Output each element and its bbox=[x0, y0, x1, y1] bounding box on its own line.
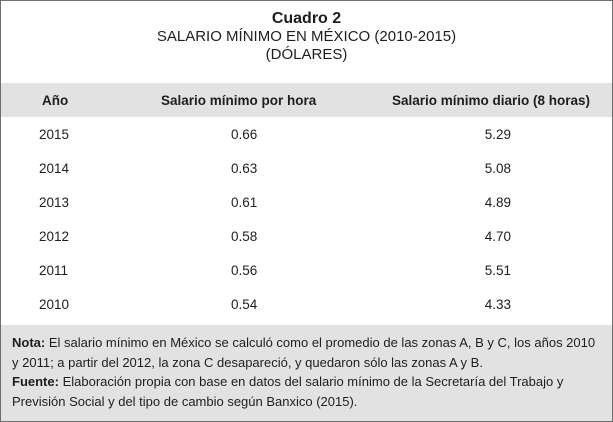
table-subtitle: SALARIO MÍNIMO EN MÉXICO (2010-2015) bbox=[156, 28, 457, 45]
note-label: Nota: bbox=[12, 335, 46, 350]
column-header-year: Año bbox=[42, 92, 69, 108]
source-text: Elaboración propia con base en datos del… bbox=[12, 374, 564, 409]
cell-hourly-wage: 0.63 bbox=[231, 160, 258, 176]
table-row: 2011 0.56 5.51 bbox=[1, 253, 612, 287]
table-caption: Cuadro 2 SALARIO MÍNIMO EN MÉXICO (2010-… bbox=[1, 10, 612, 64]
table-row: 2012 0.58 4.70 bbox=[1, 219, 612, 253]
note-text: El salario mínimo en México se calculó c… bbox=[12, 335, 596, 370]
table-row: 2014 0.63 5.08 bbox=[1, 151, 612, 185]
cell-hourly-wage: 0.66 bbox=[231, 126, 258, 142]
note-paragraph: Nota: El salario mínimo en México se cal… bbox=[12, 333, 602, 372]
cell-daily-wage: 4.33 bbox=[484, 296, 511, 312]
cell-year: 2010 bbox=[39, 296, 70, 312]
cell-hourly-wage: 0.61 bbox=[231, 194, 258, 210]
source-label: Fuente: bbox=[12, 374, 59, 389]
cell-daily-wage: 5.08 bbox=[484, 160, 511, 176]
table-row: 2013 0.61 4.89 bbox=[1, 185, 612, 219]
cell-year: 2014 bbox=[39, 160, 70, 176]
cell-hourly-wage: 0.54 bbox=[231, 296, 258, 312]
cell-year: 2011 bbox=[39, 262, 69, 278]
table-row: 2015 0.66 5.29 bbox=[1, 117, 612, 151]
cell-daily-wage: 4.89 bbox=[484, 194, 511, 210]
table-title: Cuadro 2 bbox=[271, 10, 342, 27]
cell-year: 2012 bbox=[39, 228, 70, 244]
cell-year: 2013 bbox=[39, 194, 70, 210]
column-header-hourly: Salario mínimo por hora bbox=[161, 92, 317, 108]
table-subtitle-unit: (DÓLARES) bbox=[265, 46, 348, 63]
table-notes: Nota: El salario mínimo en México se cal… bbox=[1, 325, 612, 421]
source-paragraph: Fuente: Elaboración propia con base en d… bbox=[12, 372, 602, 411]
column-header-daily: Salario mínimo diario (8 horas) bbox=[392, 92, 591, 108]
table-row: 2010 0.54 4.33 bbox=[1, 287, 612, 321]
cell-daily-wage: 4.70 bbox=[484, 228, 511, 244]
cell-hourly-wage: 0.56 bbox=[231, 262, 258, 278]
cell-hourly-wage: 0.58 bbox=[231, 228, 258, 244]
cell-daily-wage: 5.51 bbox=[484, 262, 511, 278]
table-header-row: Año Salario mínimo por hora Salario míni… bbox=[1, 83, 612, 117]
wage-table: Año Salario mínimo por hora Salario míni… bbox=[1, 83, 612, 321]
cell-year: 2015 bbox=[39, 126, 70, 142]
cell-daily-wage: 5.29 bbox=[484, 126, 511, 142]
